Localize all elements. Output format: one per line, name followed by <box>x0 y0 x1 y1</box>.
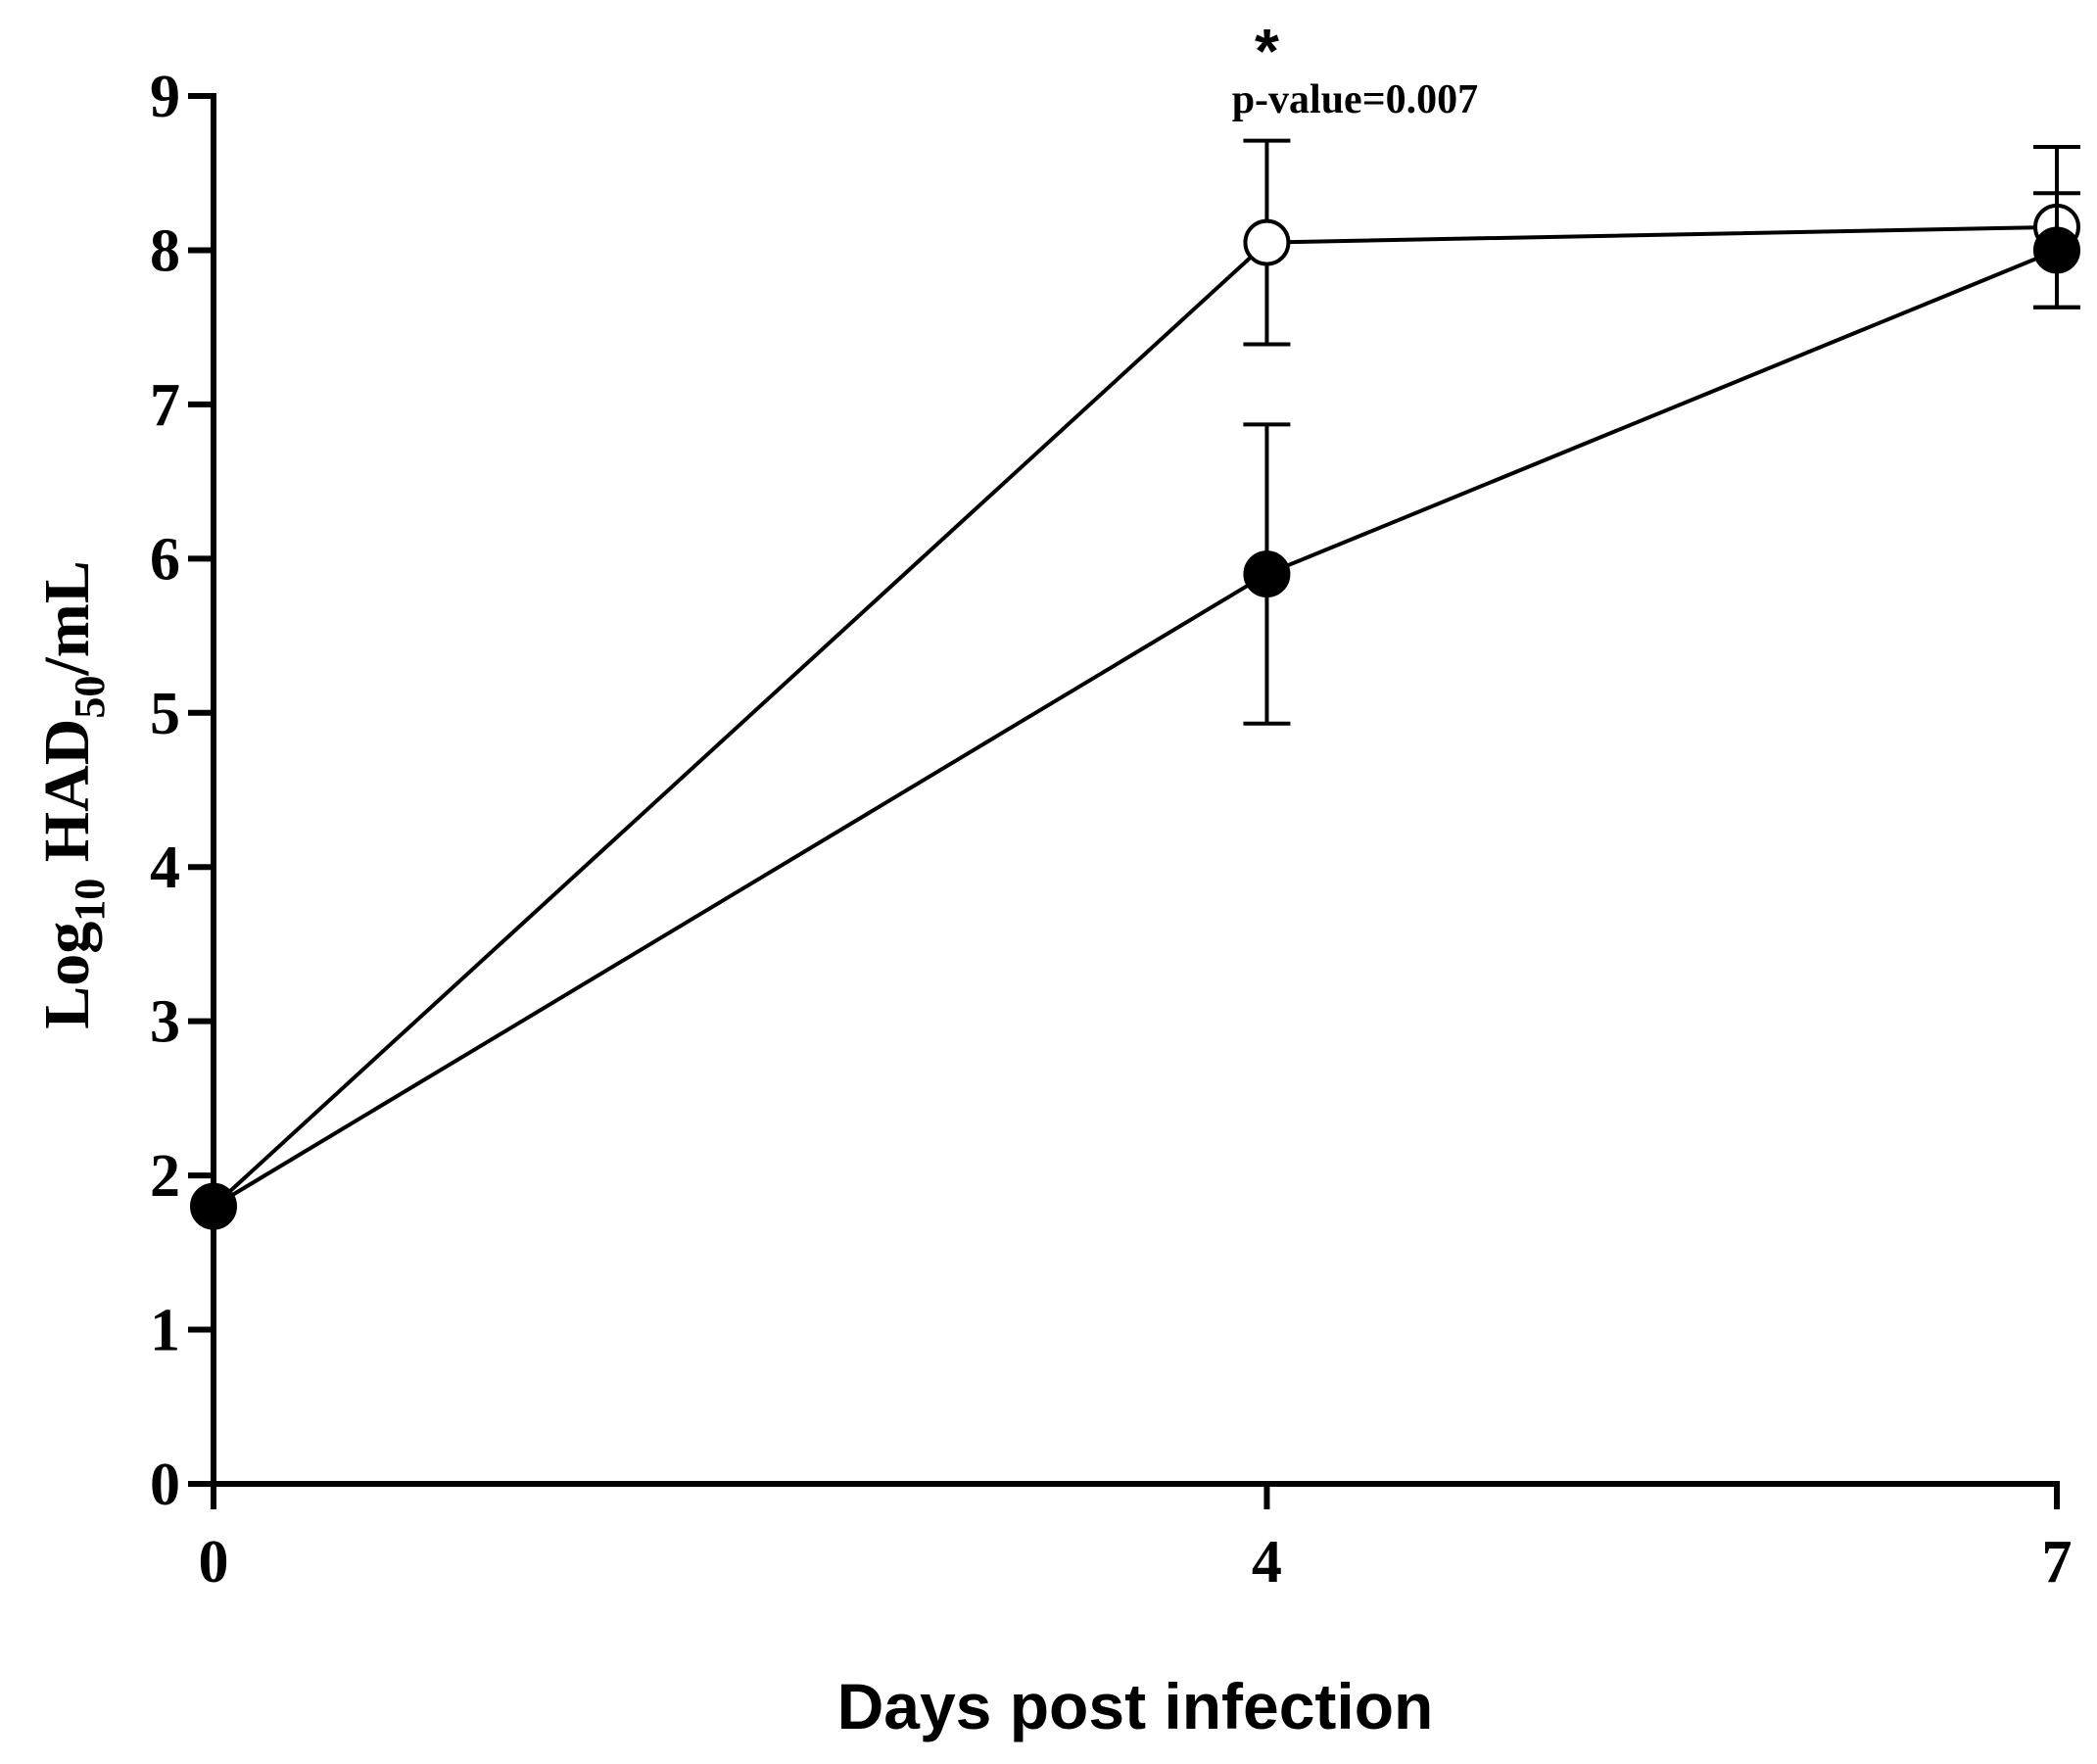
series-1 <box>212 138 2080 1209</box>
y-axis-label-middle-sub: 50 <box>66 676 114 719</box>
y-tick-label: 8 <box>150 217 180 284</box>
x-axis-label: Days post infection <box>837 1670 1434 1742</box>
significance-star: * <box>1255 16 1279 86</box>
y-tick-label: 6 <box>150 526 180 593</box>
y-axis-label-middle: HAD <box>31 719 103 879</box>
y-ticks: 0 1 2 3 4 5 6 7 8 9 <box>150 64 214 1518</box>
series-line <box>212 224 2058 1209</box>
y-tick-label: 3 <box>150 989 180 1056</box>
data-point <box>1243 218 1291 266</box>
series-line <box>212 248 2058 1209</box>
y-axis-label: Log10 HAD50/mL <box>31 560 114 1029</box>
series-2 <box>190 191 2080 1230</box>
y-tick-label: 2 <box>150 1143 180 1210</box>
x-tick-label: 4 <box>1252 1529 1282 1596</box>
x-ticks: 0 4 7 <box>199 1484 2073 1596</box>
annotations: *p-value=0.007 <box>1232 16 1478 122</box>
x-tick-label: 7 <box>2042 1529 2073 1596</box>
x-tick-label: 0 <box>199 1529 229 1596</box>
data-point <box>190 1182 237 1230</box>
y-axis-label-prefix: Log <box>31 922 103 1029</box>
y-axis-label-prefix-sub: 10 <box>66 879 114 922</box>
y-tick-label: 9 <box>150 64 180 130</box>
series-group <box>190 138 2080 1230</box>
p-value-label: p-value=0.007 <box>1232 77 1478 122</box>
data-point <box>1243 550 1291 598</box>
y-tick-label: 0 <box>150 1452 180 1518</box>
data-point <box>2033 226 2080 274</box>
y-tick-label: 7 <box>150 372 180 439</box>
y-tick-label: 4 <box>150 834 180 901</box>
y-tick-label: 1 <box>150 1298 180 1364</box>
y-axis-label-suffix: /mL <box>31 560 103 676</box>
y-tick-label: 5 <box>150 681 180 747</box>
axes <box>211 93 2060 1487</box>
